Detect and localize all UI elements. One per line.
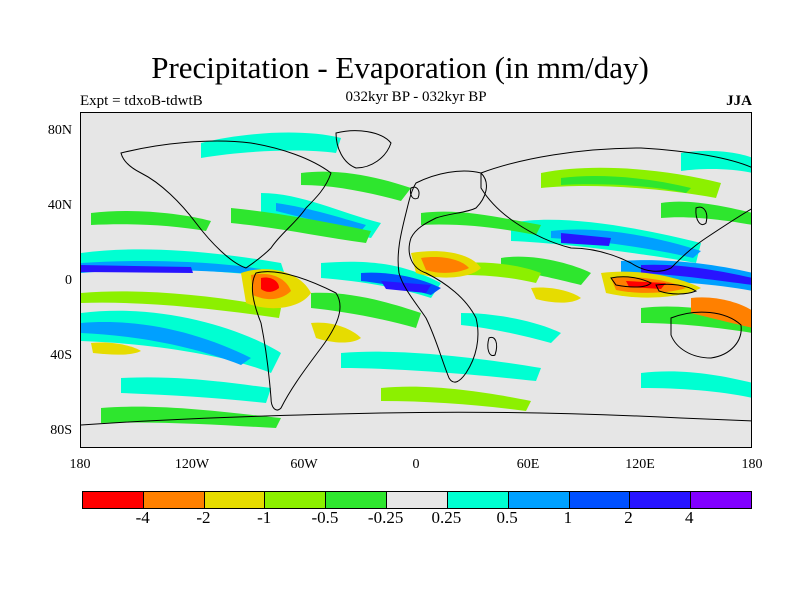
colorbar-segment bbox=[691, 492, 751, 508]
colorbar-segment bbox=[447, 492, 509, 508]
lat-label-80n: 80N bbox=[47, 123, 72, 138]
map-panel bbox=[80, 112, 752, 448]
lon-label-180w: 180 bbox=[69, 457, 91, 472]
colorbar-segment bbox=[387, 492, 448, 508]
lon-label-60e: 60E bbox=[516, 457, 540, 472]
lat-label-80s: 80S bbox=[50, 423, 72, 438]
colorbar-label: 4 bbox=[685, 508, 694, 527]
lat-label-40n: 40N bbox=[47, 198, 72, 213]
map-title: Precipitation - Evaporation (in mm/day) bbox=[151, 50, 649, 85]
colorbar-label: 1 bbox=[563, 508, 573, 527]
colorbar-label: 0.25 bbox=[431, 508, 462, 527]
lat-label-0: 0 bbox=[65, 273, 72, 288]
period-label: 032kyr BP - 032kyr BP bbox=[345, 89, 487, 105]
colorbar-segment bbox=[630, 492, 692, 508]
coastlines bbox=[81, 130, 751, 426]
colorbar-segment bbox=[83, 492, 144, 508]
colorbar-label: -1 bbox=[257, 508, 272, 527]
colorbar-segment bbox=[326, 492, 388, 508]
experiment-label: Expt = tdxoB-tdwtB bbox=[80, 93, 203, 109]
season-label: JJA bbox=[726, 93, 752, 109]
colorbar-label: -0.5 bbox=[311, 508, 339, 527]
colorbar-label: 0.5 bbox=[496, 508, 518, 527]
colorbar-segment bbox=[265, 492, 327, 508]
colorbar-segment bbox=[204, 492, 266, 508]
colorbar-segment bbox=[143, 492, 205, 508]
colorbar bbox=[82, 491, 752, 509]
colorbar-segment bbox=[508, 492, 570, 508]
lon-label-120e: 120E bbox=[625, 457, 655, 472]
lat-label-40s: 40S bbox=[50, 348, 72, 363]
colorbar-label: -2 bbox=[196, 508, 211, 527]
pe-field bbox=[81, 132, 751, 428]
lon-label-120w: 120W bbox=[174, 457, 210, 472]
colorbar-label: 2 bbox=[624, 508, 633, 527]
colorbar-label: -4 bbox=[135, 508, 150, 527]
lon-label-60w: 60W bbox=[290, 457, 318, 472]
colorbar-label: -0.25 bbox=[367, 508, 404, 527]
map-canvas bbox=[81, 130, 751, 428]
lon-label-0: 0 bbox=[412, 457, 420, 472]
lon-label-180e: 180 bbox=[741, 457, 763, 472]
colorbar-segment bbox=[569, 492, 631, 508]
